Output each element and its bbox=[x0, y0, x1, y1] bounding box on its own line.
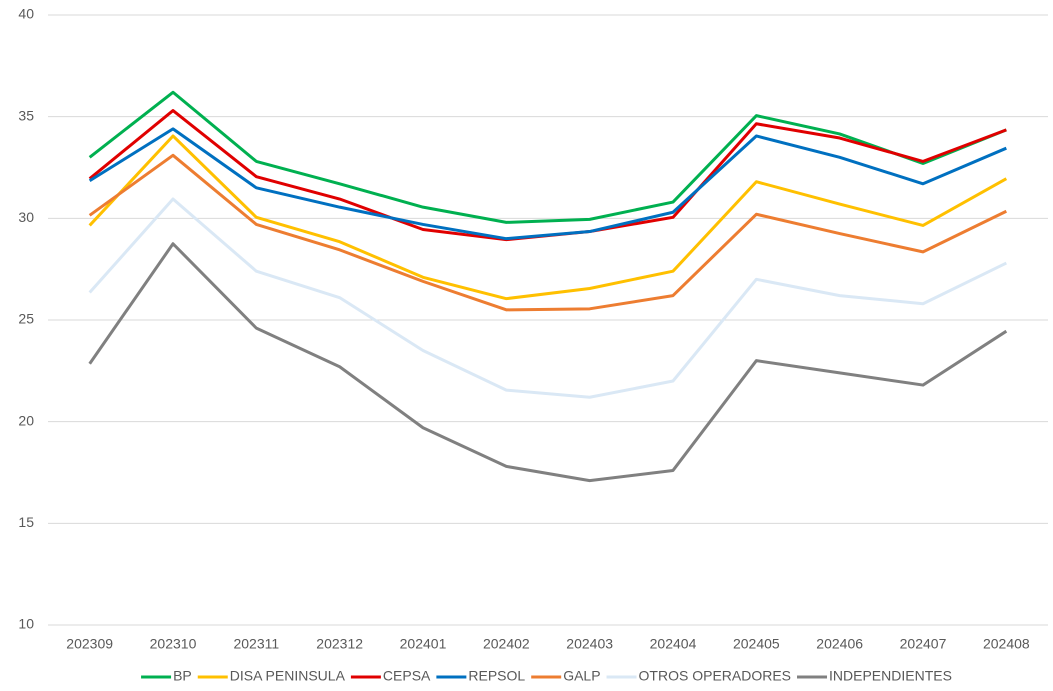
series-line bbox=[88, 153, 1007, 312]
x-tick-label: 202404 bbox=[650, 636, 697, 652]
x-tick-label: 202309 bbox=[66, 636, 113, 652]
x-tick-label: 202403 bbox=[566, 636, 613, 652]
legend-label: INDEPENDIENTES bbox=[829, 668, 952, 684]
y-tick-label: 20 bbox=[18, 412, 34, 428]
y-tick-label: 10 bbox=[18, 616, 34, 632]
x-tick-label: 202407 bbox=[900, 636, 947, 652]
x-tick-label: 202401 bbox=[400, 636, 447, 652]
series-line bbox=[88, 134, 1008, 301]
y-tick-label: 15 bbox=[18, 514, 34, 530]
x-tick-label: 202406 bbox=[816, 636, 863, 652]
y-tick-label: 25 bbox=[18, 311, 34, 327]
legend-label: OTROS OPERADORES bbox=[639, 668, 791, 684]
x-tick-label: 202405 bbox=[733, 636, 780, 652]
legend-label: DISA PENINSULA bbox=[230, 668, 346, 684]
y-tick-label: 35 bbox=[18, 107, 34, 123]
legend-label: BP bbox=[173, 668, 192, 684]
legend-label: REPSOL bbox=[468, 668, 525, 684]
x-tick-label: 202311 bbox=[233, 636, 279, 652]
series-line bbox=[88, 197, 1007, 399]
x-tick-label: 202310 bbox=[150, 636, 197, 652]
legend-label: GALP bbox=[563, 668, 600, 684]
x-tick-label: 202312 bbox=[316, 636, 363, 652]
y-tick-label: 30 bbox=[18, 209, 34, 225]
y-tick-label: 40 bbox=[18, 6, 34, 22]
x-tick-label: 202402 bbox=[483, 636, 530, 652]
legend-label: CEPSA bbox=[383, 668, 431, 684]
series-line bbox=[88, 127, 1007, 241]
series-line bbox=[88, 242, 1008, 483]
x-tick-label: 202408 bbox=[983, 636, 1030, 652]
series-line bbox=[88, 90, 1007, 224]
